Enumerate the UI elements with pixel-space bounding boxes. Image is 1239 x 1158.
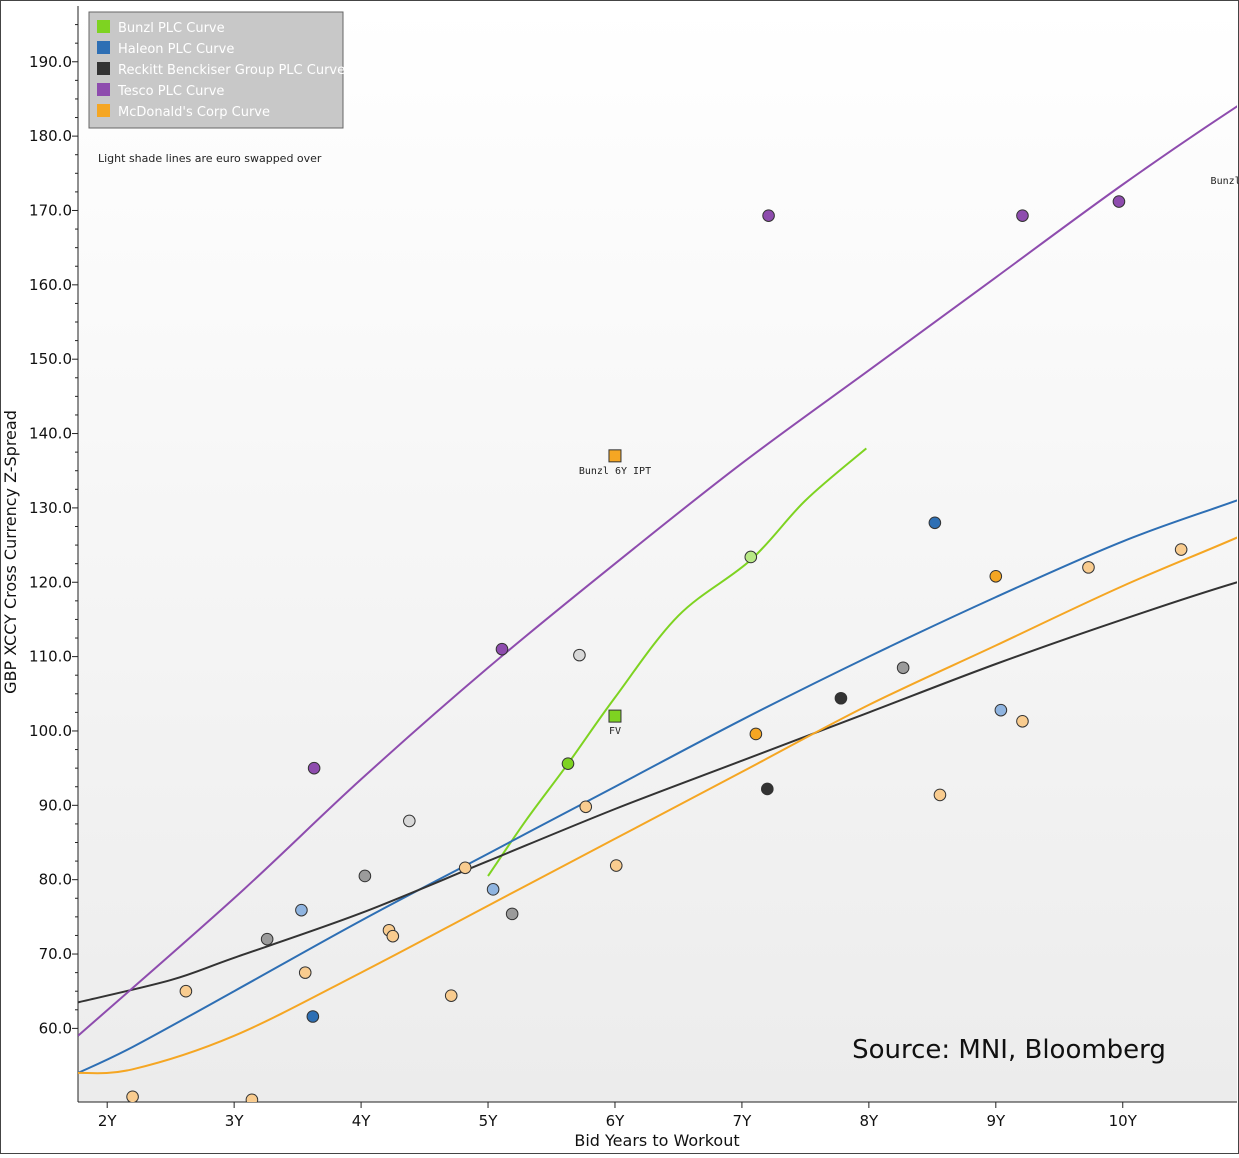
legend-swatch	[97, 104, 110, 117]
y-tick-label: 160.0	[29, 276, 72, 294]
marker-label: Bunzl 11y IPT	[1211, 176, 1239, 187]
data-point	[495, 642, 509, 656]
legend-swatch	[97, 62, 110, 75]
legend-swatch	[97, 41, 110, 54]
data-point	[561, 757, 575, 770]
legend-swatch	[97, 20, 110, 33]
marker-label: FV	[609, 726, 621, 737]
data-point	[403, 814, 416, 828]
data-point	[834, 691, 848, 705]
data-point	[744, 550, 758, 564]
data-point	[762, 209, 775, 222]
data-point	[245, 1093, 259, 1102]
data-point	[573, 648, 586, 662]
legend-label: McDonald's Corp Curve	[118, 105, 270, 120]
y-tick-label: 170.0	[29, 201, 72, 219]
legend-entries: Bunzl PLC Curve Haleon PLC Curve Reckitt B…	[97, 20, 345, 120]
data-point	[298, 966, 312, 979]
x-tick-label: 8Y	[860, 1112, 880, 1130]
data-point	[579, 800, 593, 814]
y-tick-label: 100.0	[29, 722, 72, 740]
data-point	[896, 661, 910, 675]
data-point	[1112, 195, 1126, 208]
data-point	[928, 516, 942, 530]
data-point	[1016, 714, 1029, 728]
x-tick-label: 4Y	[352, 1112, 372, 1130]
data-point	[358, 869, 372, 883]
data-point	[444, 989, 458, 1002]
data-point	[458, 861, 472, 875]
data-point	[609, 859, 623, 872]
legend: Bunzl PLC Curve Haleon PLC Curve Reckitt B…	[88, 11, 345, 129]
data-point	[306, 1010, 320, 1023]
data-point	[179, 984, 193, 998]
y-tick-label: 180.0	[29, 127, 72, 145]
ipt-marker	[608, 449, 622, 463]
x-tick-label: 5Y	[479, 1112, 499, 1130]
x-axis-ticks: 2Y 3Y 4Y 5Y 6Y 7Y 8Y 9Y 10Y	[98, 1102, 1138, 1130]
y-tick-label: 60.0	[39, 1019, 72, 1037]
data-point	[761, 782, 774, 796]
legend-note: Light shade lines are euro swapped over	[98, 152, 322, 165]
data-point	[1174, 543, 1188, 556]
data-point	[126, 1090, 139, 1102]
y-tick-label: 80.0	[39, 871, 72, 889]
data-point	[933, 788, 947, 802]
x-tick-label: 9Y	[986, 1112, 1006, 1130]
x-tick-label: 3Y	[225, 1112, 245, 1130]
curve-lines	[78, 105, 1237, 1075]
x-tick-label: 7Y	[733, 1112, 753, 1130]
legend-label: Bunzl PLC Curve	[118, 21, 225, 36]
legend-label: Haleon PLC Curve	[118, 42, 234, 57]
haleon-plc-curve-line	[78, 499, 1237, 1074]
y-tick-label: 140.0	[29, 425, 72, 443]
data-point	[989, 570, 1003, 583]
data-point	[1016, 209, 1029, 222]
x-axis-title: Bid Years to Workout	[574, 1131, 739, 1150]
data-point	[1082, 561, 1095, 574]
source-annotation: Source: MNI, Bloomberg	[852, 1035, 1166, 1065]
legend-label: Tesco PLC Curve	[117, 84, 224, 99]
data-point	[486, 883, 500, 896]
x-tick-label: 2Y	[98, 1112, 118, 1130]
ipt-marker	[608, 709, 622, 723]
y-axis-ticks: 60.0 70.0 80.0 90.0 100.0 110.0 120.0 130.0 140.…	[29, 24, 78, 1037]
y-tick-label: 70.0	[39, 945, 72, 963]
data-point	[994, 703, 1008, 717]
x-tick-label: 10Y	[1109, 1112, 1138, 1130]
data-point	[307, 761, 321, 775]
reckitt-benckiser-group-plc-curve-line	[78, 581, 1237, 1004]
data-point	[295, 903, 308, 917]
bunzl-plc-curve-line	[487, 447, 867, 877]
legend-label: Reckitt Benckiser Group PLC Curve	[118, 63, 345, 78]
y-tick-label: 130.0	[29, 499, 72, 517]
y-tick-label: 190.0	[29, 53, 72, 71]
legend-box	[88, 11, 344, 129]
data-point	[749, 727, 763, 741]
y-tick-label: 110.0	[29, 648, 72, 666]
y-tick-label: 90.0	[39, 796, 72, 814]
y-tick-label: 150.0	[29, 350, 72, 368]
plot-area	[78, 6, 1237, 1102]
data-points	[126, 195, 1188, 1102]
tesco-plc-curve-line	[78, 105, 1237, 1037]
legend-swatch	[97, 83, 110, 96]
data-point	[505, 907, 519, 921]
mcdonald-s-corp-curve-line	[78, 536, 1237, 1075]
y-tick-label: 120.0	[29, 573, 72, 591]
y-axis-title: GBP XCCY Cross Currency Z-Spread	[1, 410, 20, 694]
x-tick-label: 6Y	[606, 1112, 626, 1130]
marker-label: Bunzl 6Y IPT	[579, 466, 651, 477]
data-point	[260, 932, 274, 946]
data-point	[386, 929, 400, 943]
